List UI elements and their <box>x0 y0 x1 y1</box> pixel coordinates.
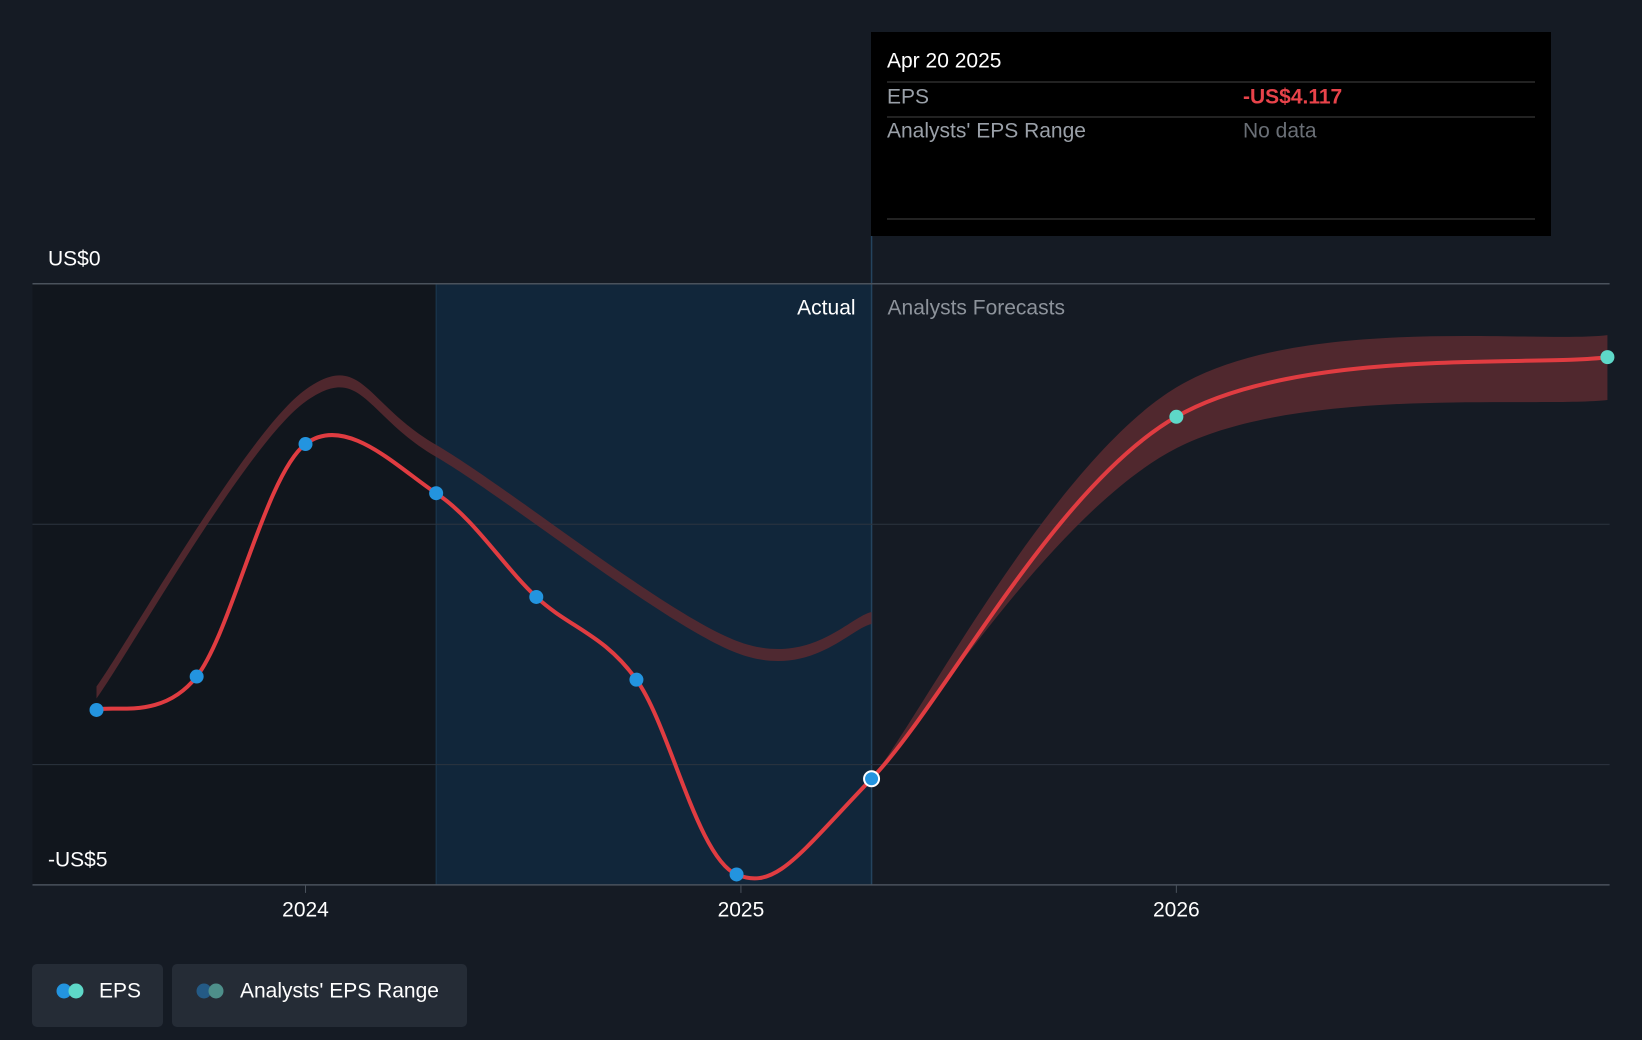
highlight-region <box>436 283 872 885</box>
range-band <box>871 335 1608 779</box>
eps-point <box>1600 350 1615 365</box>
x-tick-label: 2026 <box>1153 898 1200 921</box>
eps-point <box>629 672 644 687</box>
eps-point <box>729 867 744 882</box>
y-tick-label: US$0 <box>48 247 101 270</box>
x-tick-label: 2024 <box>282 898 329 921</box>
tooltip-value: -US$4.117 <box>1243 86 1342 109</box>
plot: US$0 -US$5 2024 2025 2026 Actual Analysts Fore… <box>32 236 1615 921</box>
legend-label: Analysts' EPS Range <box>240 980 439 1003</box>
y-tick-label: -US$5 <box>48 848 108 871</box>
legend-swatch <box>196 983 212 999</box>
x-tick-label: 2025 <box>718 898 765 921</box>
eps-point <box>89 702 104 717</box>
eps-point <box>429 486 444 501</box>
tooltip-date: Apr 20 2025 <box>887 50 1001 73</box>
legend-swatch <box>68 983 84 999</box>
legend-swatch <box>56 983 72 999</box>
actual-label: Actual <box>797 296 855 319</box>
range-band <box>96 375 872 699</box>
legend-button[interactable] <box>172 964 467 1027</box>
eps-point <box>1169 409 1184 424</box>
tooltip: Apr 20 2025 EPS -US$4.117 Analysts' EPS … <box>871 32 1551 236</box>
tooltip-box <box>871 32 1551 236</box>
past-region <box>32 283 437 885</box>
legend-label: EPS <box>99 980 141 1003</box>
eps-point <box>863 770 881 788</box>
tooltip-label: EPS <box>887 86 929 109</box>
eps-point <box>298 437 313 452</box>
eps-point <box>529 589 544 604</box>
legend-swatch <box>208 983 224 999</box>
eps-point <box>189 669 204 684</box>
legend-button[interactable] <box>32 964 163 1027</box>
tooltip-value: No data <box>1243 120 1317 143</box>
legend: EPS Analysts' EPS Range <box>32 964 467 1027</box>
tooltip-label: Analysts' EPS Range <box>887 120 1086 143</box>
eps-line <box>95 355 1608 881</box>
forecast-label: Analysts Forecasts <box>888 296 1065 319</box>
